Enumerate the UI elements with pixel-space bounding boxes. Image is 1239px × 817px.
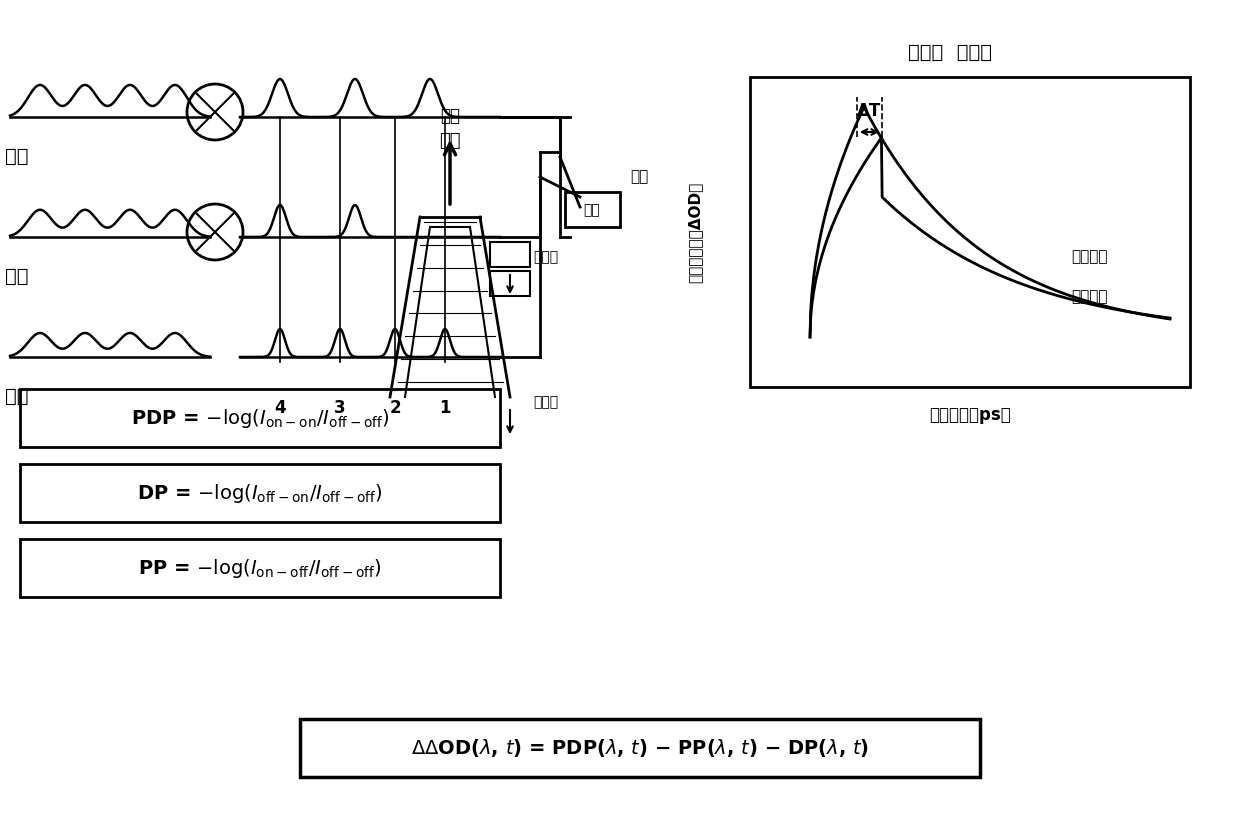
- FancyBboxPatch shape: [565, 192, 620, 227]
- Text: 2: 2: [389, 399, 400, 417]
- Text: PP = $-\log(I_{\mathrm{on-off}}/I_{\mathrm{off-off}})$: PP = $-\log(I_{\mathrm{on-off}}/I_{\math…: [138, 556, 382, 579]
- FancyBboxPatch shape: [20, 464, 501, 522]
- FancyBboxPatch shape: [20, 389, 501, 447]
- Text: $\Delta\Delta$OD($\lambda$, $t$) = PDP($\lambda$, $t$) − PP($\lambda$, $t$) − DP: $\Delta\Delta$OD($\lambda$, $t$) = PDP($…: [411, 737, 869, 759]
- Text: ΔT: ΔT: [857, 102, 881, 120]
- Text: 延迟线: 延迟线: [533, 250, 558, 264]
- Text: 延迟时间（ps）: 延迟时间（ps）: [929, 406, 1011, 424]
- FancyBboxPatch shape: [489, 242, 530, 267]
- Text: 4: 4: [274, 399, 286, 417]
- Text: 激发: 激发: [440, 132, 461, 150]
- Text: 泵浦: 泵浦: [5, 147, 28, 166]
- Text: 3: 3: [335, 399, 346, 417]
- FancyBboxPatch shape: [750, 77, 1189, 387]
- Text: 1: 1: [440, 399, 451, 417]
- Text: 亏蚀: 亏蚀: [5, 267, 28, 286]
- Text: 无亏蚀光: 无亏蚀光: [1072, 249, 1108, 265]
- Text: PDP = $-\log(I_{\mathrm{on-on}}/I_{\mathrm{off-off}})$: PDP = $-\log(I_{\mathrm{on-on}}/I_{\math…: [130, 407, 389, 430]
- FancyBboxPatch shape: [300, 719, 980, 777]
- Text: 激发光  亏蚀光: 激发光 亏蚀光: [908, 42, 992, 61]
- Text: DP = $-\log(I_{\mathrm{off-on}}/I_{\mathrm{off-off}})$: DP = $-\log(I_{\mathrm{off-on}}/I_{\math…: [138, 481, 383, 505]
- Text: 探测: 探测: [584, 203, 601, 217]
- Text: 亏蚀: 亏蚀: [440, 107, 460, 125]
- Text: 探测: 探测: [5, 387, 28, 406]
- Text: 延迟线: 延迟线: [533, 395, 558, 409]
- Text: 样品: 样品: [629, 169, 648, 185]
- FancyBboxPatch shape: [20, 539, 501, 597]
- Text: 有亏蚀光: 有亏蚀光: [1072, 289, 1108, 305]
- Text: 吸光度变化（ΔOD）: 吸光度变化（ΔOD）: [688, 181, 703, 283]
- FancyBboxPatch shape: [489, 271, 530, 296]
